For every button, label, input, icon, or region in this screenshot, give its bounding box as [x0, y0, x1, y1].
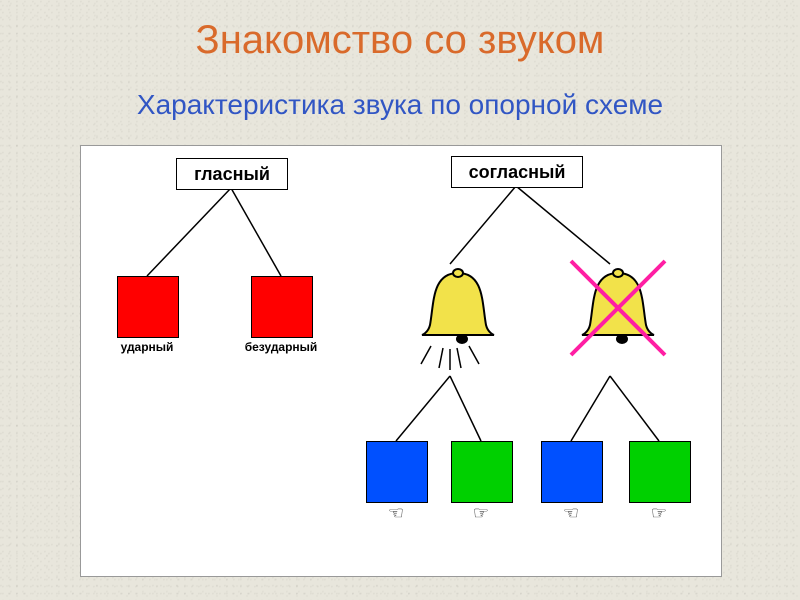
title-text: Знакомство со звуком	[196, 18, 605, 62]
hand-icon: ☞	[451, 503, 511, 524]
node-consonant: согласный	[451, 156, 583, 188]
label-unstressed: безударный	[236, 340, 326, 354]
page-title: Знакомство со звуком	[0, 18, 800, 62]
bell-voiced-icon	[411, 261, 505, 360]
node-vowel: гласный	[176, 158, 288, 190]
hand-icon: ☜	[366, 503, 426, 524]
square-stressed	[117, 276, 179, 338]
hand-icon: ☜	[541, 503, 601, 524]
diagram-frame: гласный согласный ударный безударный ☜ ☞…	[80, 145, 722, 577]
hand-icon: ☞	[629, 503, 689, 524]
node-vowel-label: гласный	[194, 164, 270, 184]
node-consonant-label: согласный	[469, 162, 566, 182]
label-stressed: ударный	[107, 340, 187, 354]
square-voiced-soft	[451, 441, 513, 503]
square-unstressed	[251, 276, 313, 338]
square-voiced-hard	[366, 441, 428, 503]
bell-unvoiced-icon	[571, 261, 665, 360]
square-unvoiced-hard	[541, 441, 603, 503]
page-subtitle: Характеристика звука по опорной схеме	[0, 89, 800, 121]
square-unvoiced-soft	[629, 441, 691, 503]
subtitle-text: Характеристика звука по опорной схеме	[137, 89, 663, 120]
